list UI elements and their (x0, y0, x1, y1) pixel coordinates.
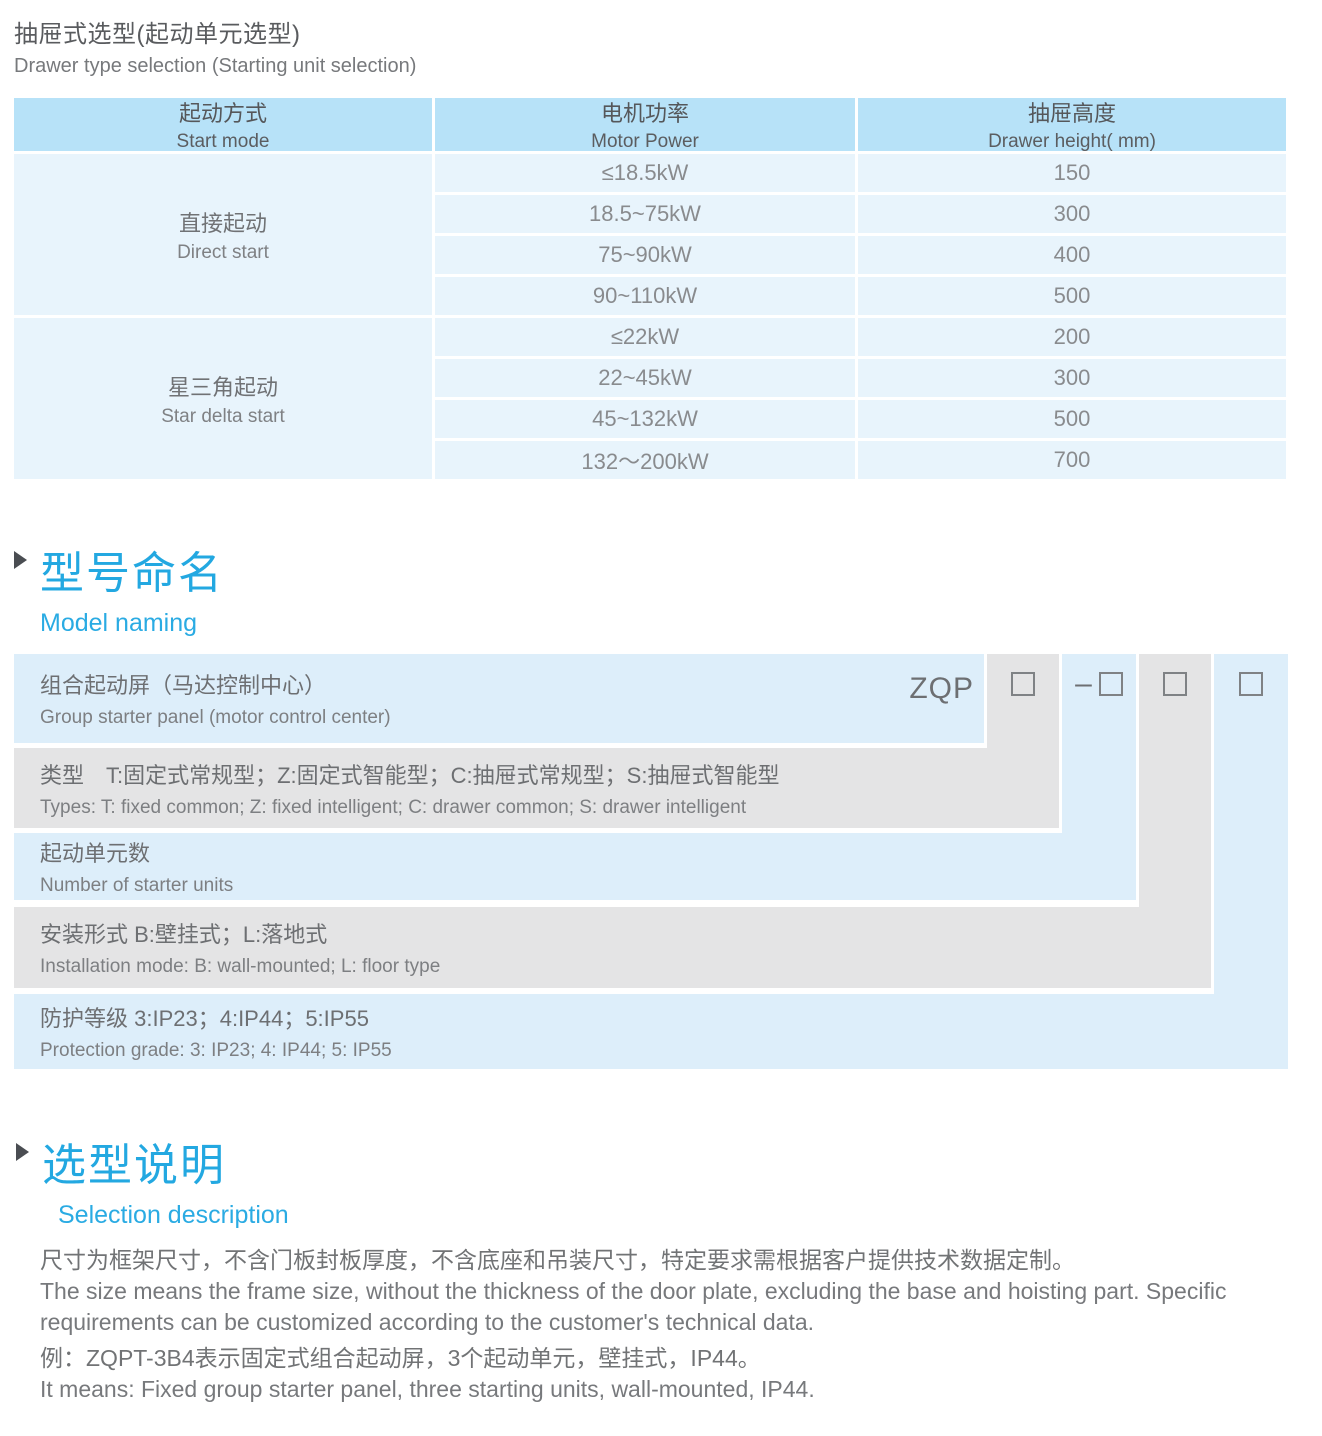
page-title-zh: 抽屉式选型(起动单元选型) (14, 21, 301, 48)
ladder-row-en: Types: T: fixed common; Z: fixed intelli… (40, 796, 747, 818)
ladder-row-en: Number of starter units (40, 875, 234, 896)
selection-description-text: 尺寸为框架尺寸，不含门板封板厚度，不含底座和吊装尺寸，特定要求需根据客户提供技术… (40, 1244, 1292, 1405)
section-title-en: Selection description (58, 1201, 289, 1229)
header-label-zh: 电机功率 (600, 101, 689, 126)
description-zh: 尺寸为框架尺寸，不含门板封板厚度，不含底座和吊装尺寸，特定要求需根据客户提供技术… (40, 1247, 1075, 1273)
cell-power: 90~110kW (435, 277, 855, 315)
header-label-en: Drawer height( mm) (988, 131, 1156, 152)
ladder-row-zh: 类型 T:固定式常规型；Z:固定式智能型；C:抽屉式常规型；S:抽屉式智能型 (40, 762, 780, 788)
cell-height: 300 (858, 195, 1286, 233)
cell-power: ≤22kW (435, 318, 855, 356)
ladder-row-zh: 组合起动屏（马达控制中心） (40, 673, 327, 698)
code-placeholder-box-icon (1163, 672, 1187, 696)
cell-height: 500 (858, 400, 1286, 438)
mode-label-zh: 直接起动 (178, 210, 267, 236)
description-en: The size means the frame size, without t… (40, 1278, 1227, 1335)
ladder-row-group-starter-panel: 组合起动屏（马达控制中心） Group starter panel (motor… (14, 654, 984, 743)
model-naming-diagram: – 组合起动屏（马达控制中心） Group starter panel (mot… (14, 654, 1288, 1069)
ladder-row-installation-mode: 安装形式 B:壁挂式；L:落地式 Installation mode: B: w… (14, 907, 1211, 988)
cell-power: 22~45kW (435, 359, 855, 397)
ladder-row-zh: 防护等级 3:IP23；4:IP44；5:IP55 (40, 1006, 369, 1031)
ladder-row-zh: 安装形式 B:壁挂式；L:落地式 (40, 922, 328, 947)
code-dash: – (1075, 667, 1092, 700)
ladder-row-en: Protection grade: 3: IP23; 4: IP44; 5: I… (40, 1040, 392, 1061)
table-header-motor-power: 电机功率 Motor Power (435, 98, 855, 152)
section-title-en: Model naming (40, 609, 198, 637)
code-placeholder-box-icon (1098, 672, 1123, 696)
cell-height: 150 (858, 154, 1286, 192)
cell-height: 500 (858, 277, 1286, 315)
code-placeholder-box-icon (1011, 672, 1035, 696)
model-code-prefix: ZQP (909, 672, 974, 705)
cell-height: 300 (858, 359, 1286, 397)
ladder-row-types: 类型 T:固定式常规型；Z:固定式智能型；C:抽屉式常规型；S:抽屉式智能型 T… (14, 748, 1059, 828)
section-title-zh: 型号命名 (40, 549, 224, 598)
cell-power: ≤18.5kW (435, 154, 855, 192)
cell-height: 200 (858, 318, 1286, 356)
cell-height: 400 (858, 236, 1286, 274)
table-header-start-mode: 起动方式 Start mode (14, 98, 432, 152)
mode-label-en: Star delta start (161, 405, 285, 427)
mode-cell-direct-start: 直接起动 Direct start (14, 154, 432, 315)
cell-power: 132～200kW (435, 441, 855, 479)
ladder-row-en: Installation mode: B: wall-mounted; L: f… (40, 956, 441, 977)
section-selection-description-heading: 选型说明 Selection description (16, 1129, 1322, 1230)
mode-label-zh: 星三角起动 (167, 374, 278, 400)
ladder-row-en: Group starter panel (motor control cente… (40, 707, 391, 728)
cell-power: 45~132kW (435, 400, 855, 438)
mode-label-en: Direct start (177, 241, 269, 263)
ladder-row-protection-grade: 防护等级 3:IP23；4:IP44；5:IP55 Protection gra… (14, 994, 1288, 1069)
example-zh: 例：ZQPT-3B4表示固定式组合起动屏，3个起动单元，壁挂式，IP44。 (40, 1345, 761, 1371)
cell-power: 75~90kW (435, 236, 855, 274)
code-placeholder-box-icon (1239, 672, 1263, 696)
header-label-zh: 起动方式 (178, 101, 267, 126)
section-title-zh: 选型说明 (42, 1141, 226, 1190)
header-label-zh: 抽屉高度 (1027, 101, 1116, 126)
cell-height: 700 (858, 441, 1286, 479)
header-label-en: Motor Power (591, 131, 699, 152)
triangle-bullet-icon (14, 551, 27, 569)
section-model-naming-heading: 型号命名 Model naming (14, 537, 1322, 638)
drawer-selection-table: 起动方式 Start mode 电机功率 Motor Power 抽屉高度 Dr… (14, 98, 1286, 479)
mode-cell-star-delta-start: 星三角起动 Star delta start (14, 318, 432, 479)
ladder-row-starter-units: 起动单元数 Number of starter units (14, 833, 1136, 900)
triangle-bullet-icon (16, 1143, 29, 1161)
example-en: It means: Fixed group starter panel, thr… (40, 1376, 815, 1402)
table-header-drawer-height: 抽屉高度 Drawer height( mm) (858, 98, 1286, 152)
cell-power: 18.5~75kW (435, 195, 855, 233)
ladder-row-zh: 起动单元数 (40, 841, 151, 866)
page-title-en: Drawer type selection (Starting unit sel… (14, 55, 417, 77)
header-label-en: Start mode (176, 131, 270, 152)
page-header: 抽屉式选型(起动单元选型) Drawer type selection (Sta… (14, 14, 1322, 78)
